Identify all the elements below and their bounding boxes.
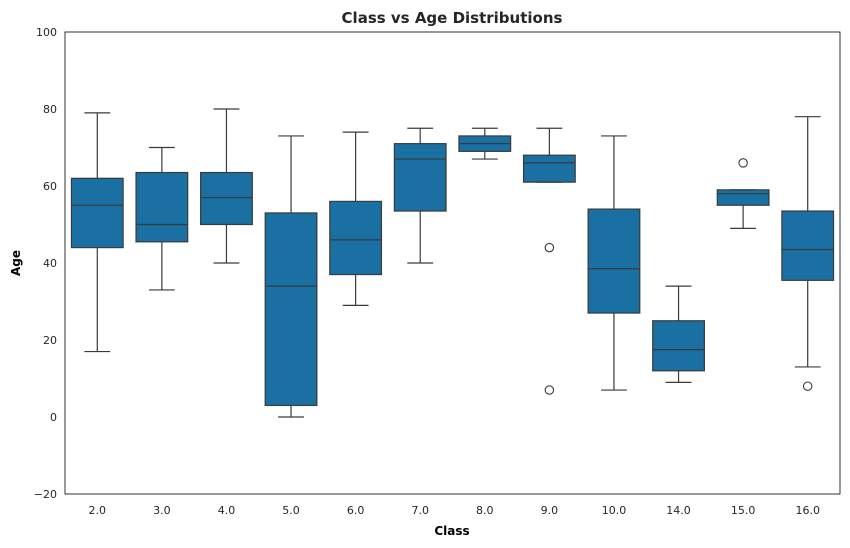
y-axis: −20 0 20 40 60 80 100 (34, 26, 57, 501)
outlier-point (544, 242, 555, 253)
y-axis-label: Age (9, 250, 23, 276)
box-iqr (70, 177, 124, 249)
x-tick-label: 6.0 (347, 504, 365, 517)
outlier-point (544, 385, 555, 395)
x-axis-label: Class (434, 524, 469, 538)
box-group (652, 285, 705, 383)
x-tick-label: 16.0 (795, 504, 820, 517)
y-tick-label: 100 (36, 26, 57, 39)
box-group (587, 135, 641, 391)
plot-area (70, 108, 835, 418)
box-group (329, 131, 383, 306)
x-tick-label: 14.0 (666, 504, 691, 517)
x-tick-label: 15.0 (731, 504, 756, 517)
box-iqr (587, 208, 641, 314)
box-group (135, 146, 189, 291)
box-iqr (135, 171, 189, 243)
box-iqr (652, 320, 705, 372)
y-tick-label: 20 (43, 334, 57, 347)
x-tick-label: 7.0 (411, 504, 429, 517)
box-iqr (781, 210, 835, 281)
box-group (70, 112, 124, 353)
plot-frame (64, 31, 841, 495)
box-iqr (393, 143, 447, 212)
box-iqr (522, 154, 576, 183)
x-tick-label: 8.0 (476, 504, 494, 517)
box-iqr (329, 200, 383, 276)
box-group (716, 158, 770, 229)
box-iqr (200, 171, 253, 226)
y-tick-label: 80 (43, 103, 57, 116)
box-group (522, 127, 576, 395)
box-iqr (716, 189, 770, 206)
x-axis: 2.0 3.0 4.0 5.0 6.0 7.0 8.0 9.0 10.0 14.0 15.0 16.0 (89, 504, 820, 517)
box-group (393, 127, 447, 264)
chart-title: Class vs Age Distributions (342, 9, 563, 27)
x-tick-label: 5.0 (282, 504, 300, 517)
x-tick-label: 9.0 (541, 504, 559, 517)
x-tick-label: 4.0 (218, 504, 236, 517)
y-tick-label: 60 (43, 180, 57, 193)
x-tick-label: 10.0 (602, 504, 627, 517)
y-tick-label: 0 (50, 411, 57, 424)
box-iqr (264, 212, 318, 407)
outlier-point (802, 381, 813, 391)
box-group (264, 135, 318, 418)
x-tick-label: 3.0 (153, 504, 171, 517)
box-group (458, 127, 512, 160)
y-tick-label: −20 (34, 488, 57, 501)
outlier-point (738, 158, 748, 168)
box-group (200, 108, 253, 264)
x-tick-label: 2.0 (89, 504, 107, 517)
box-group (781, 116, 835, 391)
y-tick-label: 40 (43, 257, 57, 270)
